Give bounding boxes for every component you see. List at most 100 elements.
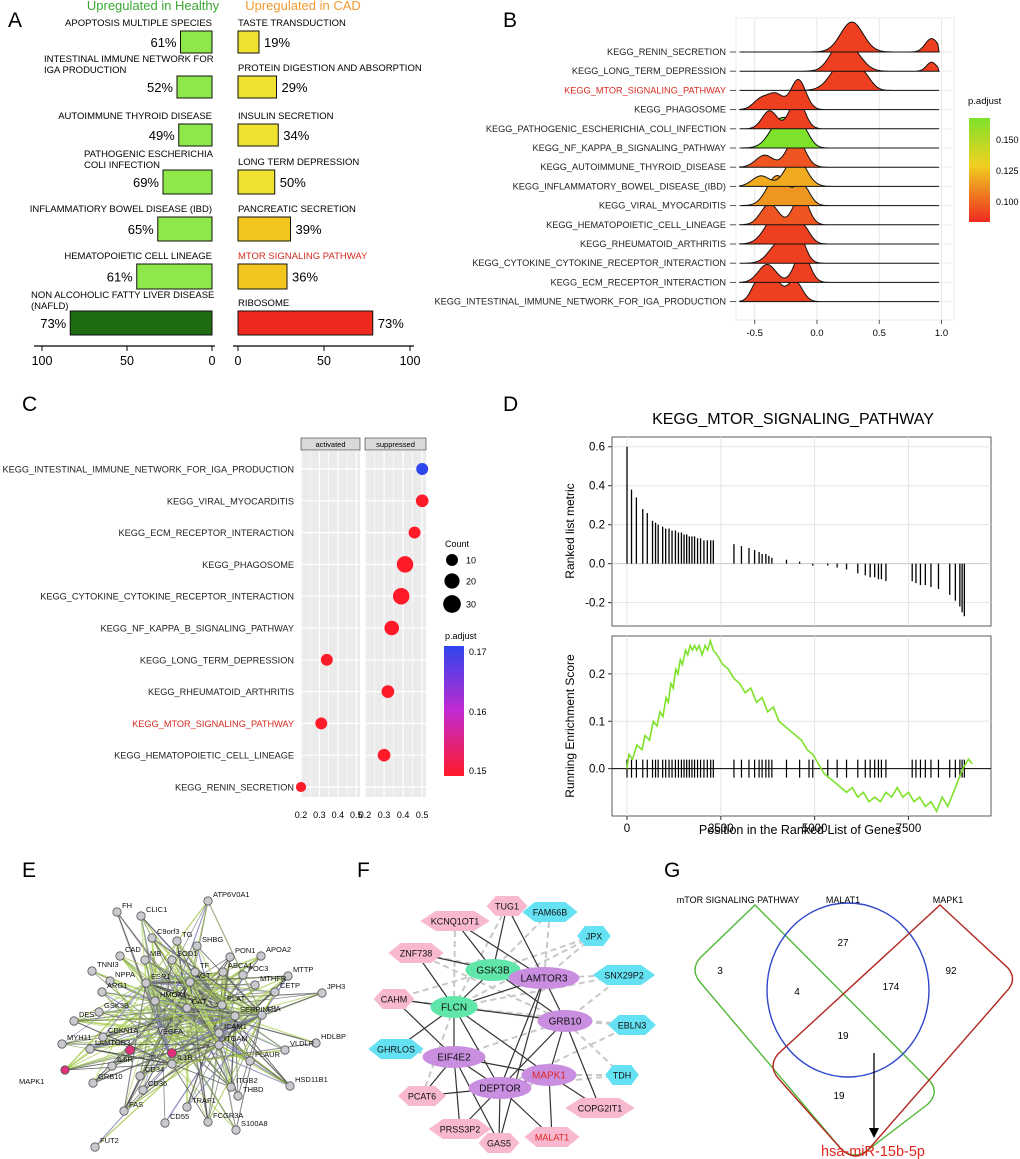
e-node: TG (172, 930, 193, 946)
e-node: DES (69, 1010, 94, 1026)
svg-text:CLIC1: CLIC1 (146, 905, 167, 914)
title-upregulated-cad: Upregulated in CAD (245, 0, 361, 13)
f-node-znf738: ZNF738 (388, 943, 444, 963)
a-left-tick: 100 (32, 354, 53, 368)
c-padjust-tick: 0.15 (469, 766, 487, 776)
b-xtick: 0.0 (810, 328, 823, 339)
b-pathway-label: KEGG_MTOR_SIGNALING_PATHWAY (564, 85, 726, 95)
f-node-tdh: TDH (605, 1065, 639, 1085)
svg-text:IL1B: IL1B (177, 1053, 192, 1062)
svg-text:FLCN: FLCN (441, 1003, 467, 1014)
venn-label-mapk1: MAPK1 (933, 895, 964, 905)
svg-text:ARG1: ARG1 (107, 981, 127, 990)
svg-text:GSK3B: GSK3B (104, 1001, 129, 1010)
a-left-label: APOPTOSIS MULTIPLE SPECIES (65, 18, 212, 29)
venn-count-mtor-only: 3 (717, 966, 723, 977)
f-node-ghrlos: GHRLOS (368, 1039, 424, 1059)
a-left-bar (136, 263, 213, 290)
b-pathway-label: KEGG_PATHOGENIC_ESCHERICHIA_COLI_INFECTI… (486, 124, 726, 134)
running-enrichment-score-line (626, 637, 973, 814)
c-legend-colorbar (444, 646, 464, 776)
b-pathway-label: KEGG_CYTOKINE_CYTOKINE_RECEPTOR_INTERACT… (472, 258, 726, 268)
a-left-bar (176, 75, 213, 99)
c-count-legend-label: 30 (466, 600, 476, 610)
c-padjust-tick: 0.17 (469, 647, 487, 657)
c-count-legend-label: 20 (466, 577, 476, 587)
b-pathway-label: KEGG_INTESTINAL_IMMUNE_NETWORK_FOR_IGA_P… (435, 297, 727, 307)
svg-text:ITGB2: ITGB2 (236, 1076, 258, 1085)
c-xtick-activated: 0.4 (332, 810, 345, 820)
e-node: MTHFR (250, 974, 287, 990)
e-node: AGT (185, 971, 211, 987)
a-left-bar (162, 169, 213, 195)
c-padjust-tick: 0.16 (469, 707, 487, 717)
c-xtick-suppressed: 0.5 (416, 810, 429, 820)
c-point (315, 717, 328, 730)
svg-text:COPG2IT1: COPG2IT1 (578, 1104, 623, 1114)
svg-text:CAT: CAT (192, 997, 207, 1006)
c-pathway-label: KEGG_NF_KAPPA_B_SIGNALING_PATHWAY (100, 624, 294, 634)
c-facet-suppressed: suppressed (376, 440, 415, 449)
b-legend-title: p.adjust (968, 96, 1002, 107)
e-node: FH (112, 901, 132, 917)
panel-g-venn-diagram: mTOR SIGNALING PATHWAY MALAT1 MAPK1 3 27… (677, 895, 1014, 1159)
svg-text:MAPK1: MAPK1 (19, 1077, 44, 1086)
c-xtick-suppressed: 0.2 (359, 810, 372, 820)
a-right-label: PANCREATIC SECRETION (238, 204, 356, 215)
c-pathway-label: KEGG_RENIN_SECRETION (175, 783, 294, 793)
e-node: CAT (182, 997, 207, 1013)
d-top-ytick: 0.0 (589, 559, 605, 571)
svg-text:FUT2: FUT2 (100, 1136, 119, 1145)
c-count-legend-dot (443, 595, 461, 613)
panel-d-gsea-plot: KEGG_MTOR_SIGNALING_PATHWAY -0.2 0.0 0.2 0.… (563, 411, 992, 837)
panel-label-b: B (503, 9, 517, 32)
a-left-pct: 61% (150, 35, 176, 50)
e-node: THBD (233, 1085, 264, 1101)
f-node-eif4e2: EIF4E2 (422, 1046, 486, 1068)
c-pathway-label: KEGG_HEMATOPOIETIC_CELL_LINEAGE (114, 751, 294, 761)
e-node: TF (190, 961, 210, 977)
svg-text:GRB10: GRB10 (549, 1017, 582, 1028)
c-pathway-label: KEGG_VIRAL_MYOCARDITIS (167, 496, 294, 506)
svg-text:GRB10: GRB10 (98, 1072, 123, 1081)
e-node: HMOX1 (150, 990, 187, 1006)
b-ridge-4 (739, 98, 940, 130)
a-right-pct: 34% (283, 128, 309, 143)
e-node: PON1 (225, 946, 255, 962)
c-xtick-suppressed: 0.3 (378, 810, 391, 820)
f-node-gsk3b: GSK3B (465, 959, 521, 981)
e-node: PLAUR (245, 1050, 281, 1066)
f-node-copg2it1: COPG2IT1 (565, 1098, 635, 1118)
d-bottom-ytick: 0.1 (589, 716, 605, 728)
e-node: S100A8 (231, 1119, 268, 1135)
a-left-pct: 69% (133, 175, 159, 190)
panel-e-ppi-network: FH CLIC1 ATP6V0A1 C9orf3 TG SHBG CAD MB SOD1 PON1… (19, 890, 346, 1152)
c-xtick-suppressed: 0.4 (397, 810, 410, 820)
panel-label-a: A (8, 9, 22, 32)
e-node: ICAM1 (214, 1022, 247, 1038)
svg-text:FCGR3A: FCGR3A (213, 1111, 243, 1120)
d-bottom-ytick: 0.0 (589, 764, 605, 776)
svg-text:MALAT1: MALAT1 (535, 1133, 569, 1143)
svg-text:APOA2: APOA2 (266, 945, 291, 954)
d-xtick: 2500 (708, 823, 734, 835)
a-left-bar (157, 216, 213, 242)
a-left-bar (69, 310, 213, 336)
f-node-tug1: TUG1 (486, 896, 528, 916)
a-right-bar (237, 123, 279, 147)
svg-text:FAM66B: FAM66B (533, 908, 568, 918)
e-node: MB (140, 949, 161, 965)
svg-text:VEGFA: VEGFA (158, 1027, 183, 1036)
panel-label-e: E (22, 859, 36, 882)
venn-set-mtor (694, 904, 935, 1156)
svg-text:POC3: POC3 (248, 964, 268, 973)
b-pathway-label: KEGG_PHAGOSOME (634, 105, 726, 115)
d-xtick: 7500 (896, 823, 922, 835)
e-node: MYH11 (57, 1033, 91, 1049)
a-left-label: NON ALCOHOLIC FATTY LIVER DISEASE (NAFLD) (31, 290, 214, 312)
a-right-pct: 39% (296, 222, 322, 237)
e-node: SHBG (192, 935, 223, 951)
f-node-pcat6: PCAT6 (398, 1086, 446, 1106)
e-node: LAMTOR3 (85, 1038, 130, 1054)
svg-text:PLAT: PLAT (227, 994, 246, 1003)
